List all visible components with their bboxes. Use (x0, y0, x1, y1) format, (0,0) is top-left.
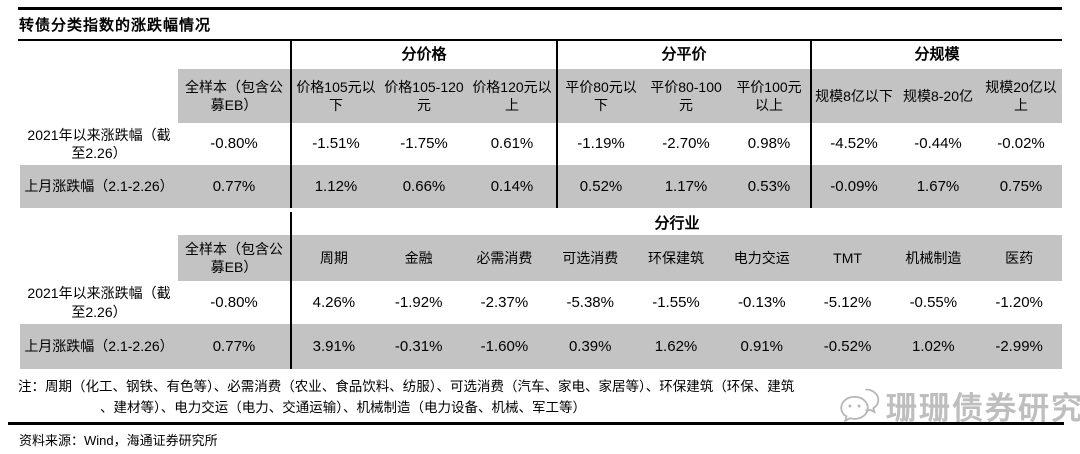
row-label-ytd-change: 2021年以来涨跌幅（截至2.26） (27, 126, 171, 161)
data-cell: 1.12% (290, 165, 380, 208)
column-header-price-lt105: 价格105元以下 (290, 69, 380, 123)
footnote: 注：周期（化工、钢铁、有色等）、必需消费（农业、食品饮料、纺服）、可选消费（汽车… (18, 376, 1064, 418)
column-header-finance: 金融 (375, 235, 462, 281)
data-cell: -2.70% (662, 135, 710, 153)
data-cell: -0.80% (210, 293, 258, 311)
group-header-spacer (20, 41, 290, 69)
data-cell: -1.51% (290, 123, 380, 165)
column-header-enviro-constr: 环保建筑 (633, 235, 719, 281)
figure-title: 转债分类指数的涨跌幅情况 (19, 17, 212, 34)
data-cell: -0.13% (738, 293, 786, 311)
column-header-scale-8-20: 规模8-20亿 (896, 69, 980, 123)
data-cell: 4.26% (290, 281, 376, 324)
column-header-parity-lt80: 平价80元以下 (556, 69, 644, 123)
data-cell: -5.12% (823, 293, 872, 311)
data-cell: -0.31% (375, 324, 462, 369)
group-header-by-scale: 分规模 (810, 41, 1062, 69)
bottom-rule (8, 422, 1064, 425)
data-cell: -1.19% (556, 123, 644, 165)
data-cell: -0.02% (997, 135, 1045, 153)
data-cell: 1.62% (633, 324, 719, 369)
data-cell: 0.91% (718, 324, 805, 369)
column-header-machinery: 机械制造 (890, 235, 977, 281)
data-cell: -0.44% (914, 135, 962, 153)
top-rule (18, 7, 1062, 10)
title-underline-rule (18, 39, 1062, 41)
data-cell: -1.60% (461, 324, 548, 369)
data-cell: -0.52% (804, 324, 891, 369)
data-source: 资料来源：Wind，海通证券研究所 (19, 433, 218, 448)
group-header-by-price: 分价格 (290, 41, 556, 69)
industry-table: 分行业 全样本（包含公募EB） 周期 金融 必需消费 可选消费 环保建筑 电力交… (20, 212, 1062, 369)
column-header-scale-lt8: 规模8亿以下 (810, 69, 896, 123)
data-cell: -0.55% (909, 293, 958, 311)
column-header-discretionary: 可选消费 (547, 235, 634, 281)
data-cell: 1.17% (644, 165, 728, 208)
data-cell: -4.52% (810, 123, 896, 165)
data-cell: 3.91% (290, 324, 376, 369)
column-header-full-sample: 全样本（包含公募EB） (178, 235, 290, 281)
column-header-parity-gt100: 平价100元以上 (728, 69, 810, 123)
data-cell: 0.52% (556, 165, 644, 208)
column-header-staples: 必需消费 (461, 235, 548, 281)
group-header-spacer (20, 212, 290, 235)
data-cell: 0.61% (490, 135, 534, 153)
column-header-cyclical: 周期 (290, 235, 376, 281)
header-spacer (20, 235, 178, 281)
data-cell: -1.92% (394, 293, 443, 311)
data-cell: 0.77% (178, 324, 290, 369)
data-cell: -2.37% (480, 293, 529, 311)
column-header-full-sample: 全样本（包含公募EB） (178, 69, 290, 123)
data-cell: 0.14% (468, 165, 556, 208)
footnote-line-2: 、建材等）、电力交运（电力、交通运输）、机械制造（电力设备、机械、军工等） (100, 400, 586, 415)
data-cell: 0.66% (380, 165, 468, 208)
column-header-power-transport: 电力交运 (718, 235, 805, 281)
data-cell: -1.20% (995, 293, 1043, 311)
column-header-price-gt120: 价格120元以上 (468, 69, 556, 123)
row-label-ytd-change: 2021年以来涨跌幅（截至2.26） (27, 285, 171, 320)
column-header-pharma: 医药 (976, 235, 1062, 281)
data-cell: -0.80% (210, 135, 258, 153)
data-cell: -5.38% (566, 293, 614, 311)
row-label-last-month-change: 上月涨跌幅（2.1-2.26） (20, 165, 178, 208)
data-cell: 0.77% (178, 165, 290, 208)
header-spacer (20, 69, 178, 123)
column-header-price-105-120: 价格105-120元 (380, 69, 468, 123)
column-header-tmt: TMT (804, 235, 891, 281)
column-header-parity-80-100: 平价80-100元 (644, 69, 728, 123)
data-cell: 0.75% (980, 165, 1062, 208)
data-cell: 1.02% (890, 324, 977, 369)
data-cell: -2.99% (976, 324, 1062, 369)
footnote-line-1: 注：周期（化工、钢铁、有色等）、必需消费（农业、食品饮料、纺服）、可选消费（汽车… (18, 379, 795, 394)
row-label-last-month-change: 上月涨跌幅（2.1-2.26） (20, 324, 178, 369)
data-cell: -1.55% (652, 293, 700, 311)
data-cell: 0.39% (547, 324, 634, 369)
column-header-scale-gt20: 规模20亿以上 (980, 69, 1062, 123)
data-cell: -1.75% (400, 135, 448, 153)
data-cell: 0.53% (728, 165, 810, 208)
group-header-by-parity: 分平价 (556, 41, 810, 69)
data-cell: 0.98% (747, 135, 791, 153)
group-header-by-industry: 分行业 (290, 212, 1062, 235)
data-cell: 1.67% (896, 165, 980, 208)
data-cell: -0.09% (810, 165, 896, 208)
price-parity-scale-table: 分价格 分平价 分规模 全样本（包含公募EB） 价格105元以下 价格105-1… (20, 41, 1062, 208)
